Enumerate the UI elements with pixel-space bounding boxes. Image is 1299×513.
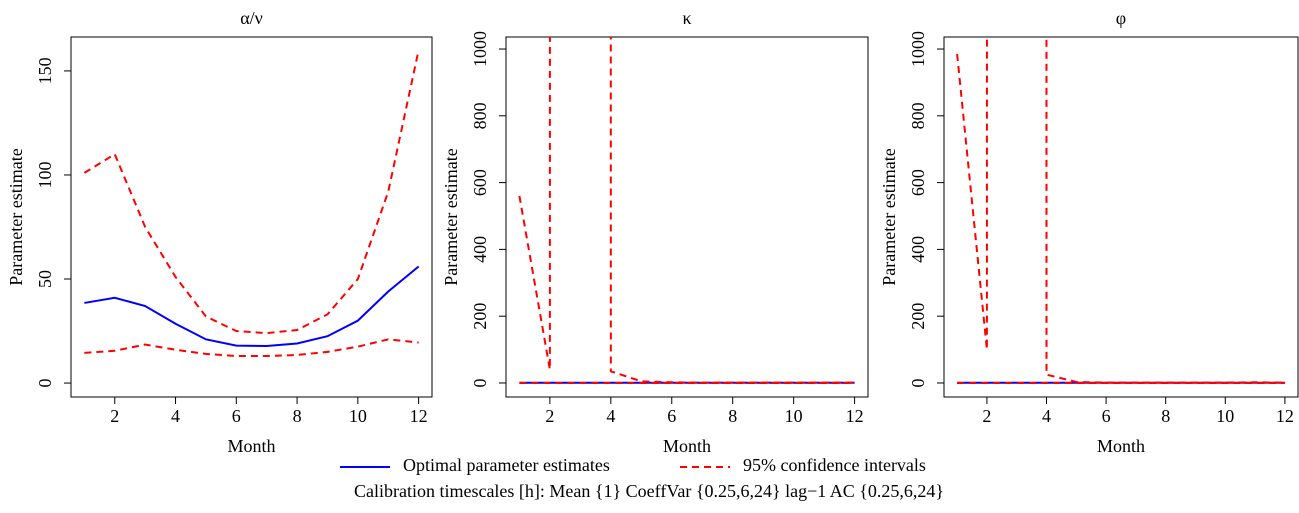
plot-area <box>83 49 420 358</box>
plot-area <box>518 37 855 384</box>
x-tick-label: 10 <box>785 406 803 426</box>
chart-title: κ <box>682 8 691 28</box>
x-tick-label: 2 <box>982 406 991 426</box>
y-tick-label: 200 <box>470 303 490 330</box>
y-tick-label: 50 <box>35 270 55 288</box>
ci-line <box>956 37 1285 384</box>
estimate-line <box>84 265 420 348</box>
y-tick-label: 800 <box>470 102 490 129</box>
x-tick-label: 8 <box>1161 406 1170 426</box>
x-tick-label: 8 <box>293 406 302 426</box>
y-tick-label: 400 <box>470 236 490 263</box>
y-tick-label: 1000 <box>470 31 490 67</box>
x-tick-label: 4 <box>606 406 615 426</box>
y-tick-label: 150 <box>35 57 55 84</box>
y-tick-label: 0 <box>470 378 490 387</box>
y-tick-label: 100 <box>35 161 55 188</box>
chart-title: α/ν <box>240 8 263 28</box>
x-tick-label: 4 <box>1042 406 1051 426</box>
y-axis-label: Parameter estimate <box>879 148 899 285</box>
y-axis-label: Parameter estimate <box>441 148 461 285</box>
x-tick-label: 6 <box>1102 406 1111 426</box>
x-tick-label: 2 <box>110 406 119 426</box>
x-tick-label: 8 <box>728 406 737 426</box>
y-tick-label: 600 <box>470 169 490 196</box>
x-tick-label: 6 <box>667 406 676 426</box>
plot-area <box>956 37 1285 384</box>
plot-frame <box>943 36 1299 398</box>
y-tick-label: 1000 <box>908 31 928 67</box>
y-tick-label: 0 <box>908 378 928 387</box>
x-tick-label: 2 <box>545 406 554 426</box>
caption: Calibration timescales [h]: Mean {1} Coe… <box>354 481 944 501</box>
x-tick-label: 4 <box>171 406 180 426</box>
x-tick-label: 10 <box>349 406 367 426</box>
plot-frame <box>505 36 869 398</box>
y-tick-label: 0 <box>35 379 55 388</box>
x-tick-label: 6 <box>232 406 241 426</box>
y-tick-label: 200 <box>908 303 928 330</box>
x-tick-label: 10 <box>1216 406 1234 426</box>
x-axis-label: Month <box>227 436 275 456</box>
x-tick-label: 12 <box>410 406 428 426</box>
y-tick-label: 400 <box>908 236 928 263</box>
ci-line <box>83 49 420 335</box>
y-tick-label: 600 <box>908 169 928 196</box>
x-tick-label: 12 <box>846 406 864 426</box>
y-tick-label: 800 <box>908 102 928 129</box>
legend-label: 95% confidence intervals <box>743 455 926 475</box>
ci-line <box>518 37 855 384</box>
x-axis-label: Month <box>1097 436 1145 456</box>
x-axis-label: Month <box>663 436 711 456</box>
plot-frame <box>70 36 433 398</box>
chart-title: φ <box>1116 8 1126 28</box>
x-tick-label: 12 <box>1276 406 1294 426</box>
y-axis-label: Parameter estimate <box>6 148 26 285</box>
legend-label: Optimal parameter estimates <box>403 455 610 475</box>
ci-line <box>84 338 419 358</box>
